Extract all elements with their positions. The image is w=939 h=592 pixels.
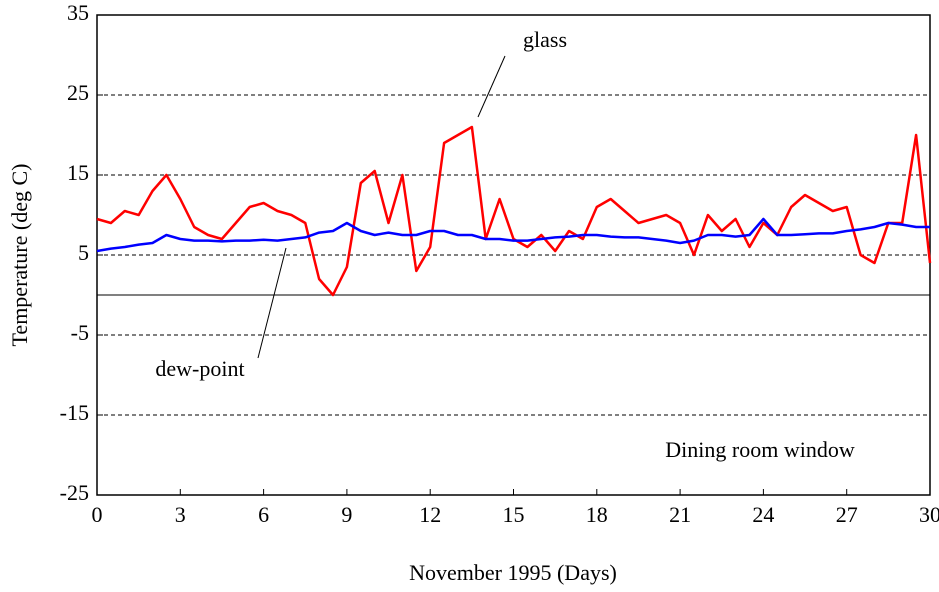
leader-line xyxy=(477,55,506,118)
x-tick-label: 3 xyxy=(175,502,186,527)
x-axis-label: November 1995 (Days) xyxy=(409,560,617,585)
x-tick-label: 0 xyxy=(92,502,103,527)
y-tick-label: -15 xyxy=(60,400,89,425)
x-tick-label: 9 xyxy=(341,502,352,527)
x-tick-label: 24 xyxy=(752,502,774,527)
series-line xyxy=(96,125,932,297)
y-tick-label: 25 xyxy=(67,80,89,105)
annotation: Dining room window xyxy=(665,437,855,462)
y-axis-label: Temperature (deg C) xyxy=(7,164,32,347)
x-tick-label: 18 xyxy=(586,502,608,527)
leader-line xyxy=(257,247,287,359)
series-line xyxy=(96,217,930,253)
x-tick-label: 15 xyxy=(503,502,525,527)
x-tick-label: 21 xyxy=(669,502,691,527)
y-tick-label: -25 xyxy=(60,480,89,505)
y-tick-label: 5 xyxy=(78,240,89,265)
y-tick-label: 15 xyxy=(67,160,89,185)
x-tick-label: 27 xyxy=(836,502,858,527)
x-tick-label: 6 xyxy=(258,502,269,527)
x-tick-label: 30 xyxy=(919,502,939,527)
y-tick-label: -5 xyxy=(71,320,89,345)
annotation: dew-point xyxy=(155,356,244,381)
x-tick-label: 12 xyxy=(419,502,441,527)
annotation: glass xyxy=(523,27,567,52)
y-tick-label: 35 xyxy=(67,0,89,25)
